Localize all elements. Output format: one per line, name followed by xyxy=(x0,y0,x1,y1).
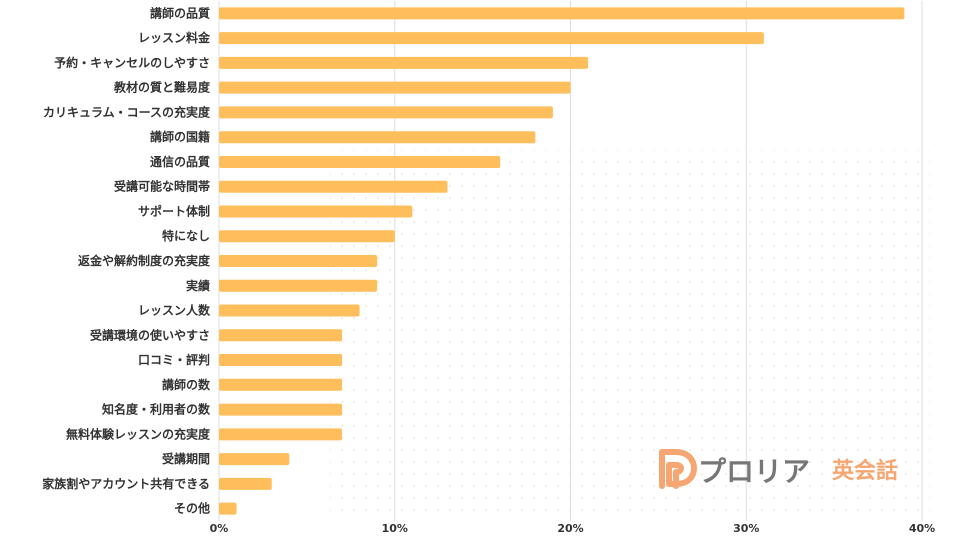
bar xyxy=(219,81,571,94)
category-label: 受講環境の使いやすさ xyxy=(90,327,210,342)
bar xyxy=(219,354,343,367)
category-label: 口コミ・評判 xyxy=(138,352,210,367)
bar xyxy=(219,428,343,441)
category-label: 講師の国籍 xyxy=(150,129,210,144)
bar xyxy=(219,56,589,69)
category-label: 受講期間 xyxy=(162,451,210,466)
category-label: レッスン料金 xyxy=(138,30,211,45)
bar xyxy=(219,279,378,292)
category-label: 家族割やアカウント共有できる xyxy=(42,476,210,491)
bar xyxy=(219,180,448,193)
category-label: レッスン人数 xyxy=(138,303,211,318)
category-label: 返金や解約制度の充実度 xyxy=(78,253,211,268)
category-labels: 講師の品質レッスン料金予約・キャンセルのしやすさ教材の質と難易度カリキュラム・コ… xyxy=(42,5,211,515)
x-tick-label: 20% xyxy=(557,522,583,535)
logo: プロリア 英会話 xyxy=(659,449,898,489)
bar xyxy=(219,453,290,466)
bar xyxy=(219,477,272,490)
category-label: その他 xyxy=(174,501,210,516)
bar xyxy=(219,230,395,243)
bar xyxy=(219,155,501,168)
category-label: 教材の質と難易度 xyxy=(113,80,211,95)
category-label: 通信の品質 xyxy=(150,154,210,169)
bar xyxy=(219,329,343,342)
bar xyxy=(219,32,764,45)
bar xyxy=(219,106,553,119)
category-label: 予約・キャンセルのしやすさ xyxy=(54,55,210,70)
bar xyxy=(219,403,343,416)
bars xyxy=(219,7,905,515)
bar xyxy=(219,255,378,267)
x-tick-label: 30% xyxy=(733,522,759,535)
bar xyxy=(219,378,343,391)
plot-background-dots xyxy=(330,150,930,515)
x-tick-label: 40% xyxy=(909,522,935,535)
bar xyxy=(219,502,237,515)
category-label: サポート体制 xyxy=(138,203,210,218)
bar xyxy=(219,304,360,317)
bar xyxy=(219,131,536,144)
logo-subtitle: 英会話 xyxy=(832,458,898,484)
x-tick-label: 10% xyxy=(382,522,408,535)
logo-mark-icon xyxy=(659,449,697,489)
category-label: 知名度・利用者の数 xyxy=(101,402,211,417)
category-label: 講師の品質 xyxy=(150,5,210,20)
x-tick-label: 0% xyxy=(210,522,229,535)
bar xyxy=(219,205,413,218)
category-label: カリキュラム・コースの充実度 xyxy=(43,104,211,119)
category-label: 受講可能な時間帯 xyxy=(114,179,210,194)
logo-name: プロリア xyxy=(698,455,810,488)
category-label: 無料体験レッスンの充実度 xyxy=(66,426,211,441)
bar xyxy=(219,7,905,20)
x-tick-labels: 0% 10% 20% 30% 40% xyxy=(210,522,936,535)
category-label: 講師の数 xyxy=(162,377,211,392)
category-label: 特になし xyxy=(162,228,210,243)
category-label: 実績 xyxy=(186,278,210,293)
